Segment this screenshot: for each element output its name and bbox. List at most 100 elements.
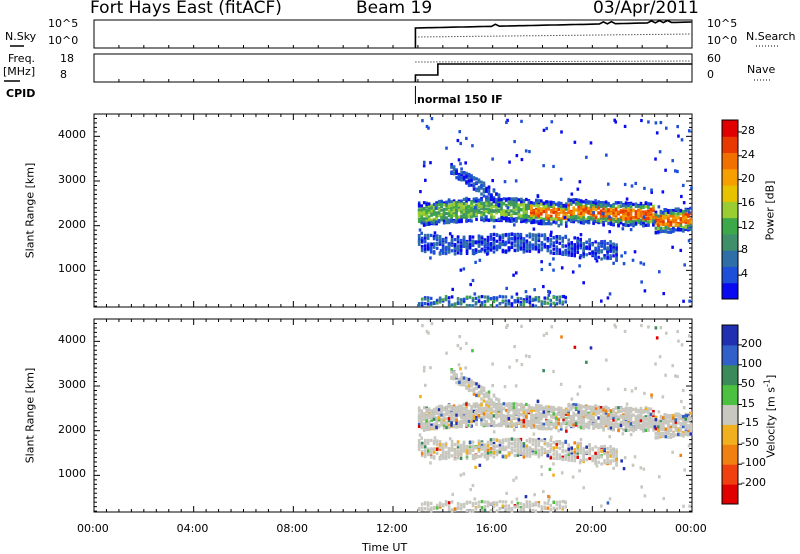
power-cell	[462, 175, 466, 179]
velocity-cell	[677, 415, 680, 419]
velocity-cell	[512, 405, 516, 410]
velocity-cell	[647, 414, 650, 418]
power-cell	[417, 240, 421, 245]
power-cell	[417, 234, 421, 238]
power-cell	[482, 213, 486, 217]
power-cell	[460, 210, 463, 214]
velocity-cell	[472, 419, 476, 423]
velocity-cell	[612, 418, 615, 422]
velocity-cell	[495, 444, 499, 448]
velocity-cell	[542, 427, 546, 431]
velocity-cell	[684, 414, 688, 418]
power-cell	[519, 301, 523, 305]
power-cell	[603, 245, 606, 249]
power-cell	[659, 226, 663, 230]
power-cell	[502, 202, 506, 206]
power-cell	[430, 211, 433, 215]
velocity-cell	[465, 448, 469, 452]
velocity-cell	[569, 415, 573, 420]
power-cell	[498, 238, 502, 242]
velocity-cell	[515, 416, 518, 420]
power-cell	[512, 197, 516, 201]
power-cell	[519, 236, 523, 240]
power-cell	[535, 209, 538, 213]
power-cell	[435, 213, 438, 217]
velocity-cell	[465, 418, 468, 422]
velocity-cell	[475, 416, 478, 420]
power-cell	[552, 247, 556, 251]
velocity-cell	[465, 409, 468, 413]
velocity-cell	[442, 408, 446, 412]
power-cell	[533, 288, 536, 292]
velocity-cell	[547, 421, 551, 425]
velocity-cell	[422, 422, 426, 426]
power-cell	[507, 208, 511, 213]
velocity-cell	[582, 405, 585, 409]
power-cell	[525, 210, 528, 214]
velocity-cell	[480, 421, 483, 425]
power-cell	[441, 237, 445, 242]
velocity-cell	[438, 442, 442, 447]
power-cell	[486, 235, 490, 239]
power-cell	[574, 208, 578, 212]
power-cell	[682, 217, 685, 221]
velocity-cell	[604, 411, 608, 415]
power-cell	[546, 249, 550, 253]
power-cell	[487, 207, 491, 212]
velocity-cell	[542, 413, 546, 417]
power-cell	[442, 216, 446, 220]
power-cell	[679, 221, 683, 225]
power-cell	[485, 218, 488, 222]
power-cell	[507, 302, 511, 306]
power-cell	[447, 245, 451, 249]
power-cell	[515, 199, 518, 203]
radar-title: Fort Hays East (fitACF)	[90, 0, 282, 18]
velocity-cell	[627, 406, 630, 411]
velocity-cell	[520, 420, 523, 424]
power-cell	[462, 241, 466, 245]
power-cell	[423, 247, 427, 251]
power-cell	[467, 209, 471, 213]
power-cell	[429, 296, 433, 301]
velocity-cell	[425, 410, 428, 414]
power-cell	[519, 297, 523, 301]
power-cell	[582, 248, 585, 253]
power-cell	[601, 212, 605, 216]
velocity-cell	[444, 455, 448, 459]
velocity-cell	[674, 412, 678, 416]
power-cell	[642, 224, 645, 228]
power-cell	[622, 262, 626, 266]
velocity-cell	[490, 408, 493, 412]
power-cell	[534, 233, 538, 237]
power-cell	[544, 204, 548, 209]
power-cell	[564, 252, 568, 256]
power-cell	[462, 235, 466, 239]
power-cell	[456, 138, 460, 143]
power-cell	[676, 124, 679, 129]
power-cell	[426, 298, 430, 302]
velocity-cell	[604, 422, 608, 426]
power-cell	[632, 208, 635, 212]
velocity-cell	[487, 412, 491, 417]
power-cell	[419, 190, 422, 194]
power-cell	[540, 219, 543, 223]
power-cell	[517, 198, 521, 202]
power-cell	[519, 302, 523, 307]
velocity-cell	[679, 417, 683, 421]
power-cell	[520, 207, 523, 212]
power-cell	[420, 208, 424, 212]
power-cell	[495, 209, 498, 213]
velocity-cell	[537, 448, 541, 452]
velocity-cell	[549, 422, 553, 426]
power-cell	[516, 233, 520, 237]
velocity-cell	[652, 412, 655, 416]
velocity-cell	[557, 418, 561, 422]
velocity-cell	[554, 425, 558, 430]
power-cell	[623, 124, 627, 129]
power-cell	[624, 215, 628, 219]
velocity-cell	[525, 449, 529, 453]
power-cell	[492, 189, 496, 193]
power-cell	[584, 203, 588, 208]
velocity-cell	[677, 421, 680, 425]
power-cell	[576, 244, 579, 248]
